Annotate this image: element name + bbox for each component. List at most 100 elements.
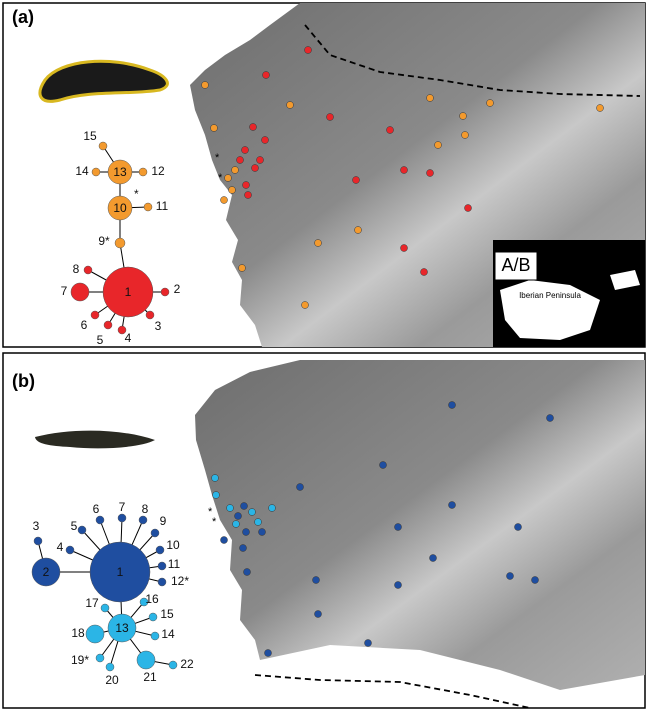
haplotype-node bbox=[86, 625, 104, 643]
sample-site bbox=[507, 573, 514, 580]
haplotype-node bbox=[144, 203, 152, 211]
sample-site bbox=[244, 569, 251, 576]
haplotype-label: 8 bbox=[73, 262, 80, 276]
haplotype-node bbox=[158, 562, 166, 570]
haplotype-node bbox=[139, 516, 147, 524]
haplotype-label: 11 bbox=[168, 557, 181, 571]
sample-site bbox=[212, 475, 219, 482]
haplotype-label: 17 bbox=[85, 596, 99, 610]
haplotype-node bbox=[34, 537, 42, 545]
sample-site bbox=[460, 113, 467, 120]
map-asterisk: * bbox=[212, 516, 217, 528]
sample-site bbox=[249, 509, 256, 516]
haplotype-node bbox=[78, 526, 86, 534]
haplotype-node bbox=[92, 168, 100, 176]
sample-site bbox=[227, 505, 234, 512]
haplotype-label: 2 bbox=[174, 282, 181, 296]
sample-site bbox=[243, 182, 250, 189]
haplotype-label: 15 bbox=[83, 129, 97, 143]
sample-site bbox=[401, 245, 408, 252]
sample-site bbox=[380, 462, 387, 469]
haplotype-label: 1 bbox=[117, 565, 124, 579]
sample-site bbox=[305, 47, 312, 54]
sample-site bbox=[465, 205, 472, 212]
haplotype-label: 18 bbox=[71, 626, 85, 640]
map-asterisk: * bbox=[218, 172, 223, 184]
haplotype-label: 2 bbox=[43, 565, 50, 579]
panel-label: (a) bbox=[12, 7, 34, 27]
figure: A/B Iberian Peninsula (a)123456789*10111… bbox=[0, 0, 648, 712]
haplotype-label: 3 bbox=[33, 519, 40, 533]
haplotype-label: 6 bbox=[81, 318, 88, 332]
haplotype-node bbox=[149, 613, 157, 621]
sample-site bbox=[327, 114, 334, 121]
haplotype-label: 19* bbox=[71, 653, 89, 667]
network-note: * bbox=[134, 187, 139, 201]
haplotype-node bbox=[84, 266, 92, 274]
haplotype-node bbox=[96, 516, 104, 524]
haplotype-label: 12* bbox=[171, 574, 189, 588]
panel-label: (b) bbox=[12, 371, 35, 391]
inset-region: Iberian Peninsula bbox=[519, 291, 581, 300]
haplotype-label: 7 bbox=[61, 284, 68, 298]
sample-site bbox=[449, 502, 456, 509]
map-asterisk: * bbox=[215, 152, 220, 164]
haplotype-node bbox=[118, 514, 126, 522]
sample-site bbox=[395, 582, 402, 589]
haplotype-node bbox=[137, 651, 155, 669]
sample-site bbox=[313, 577, 320, 584]
haplotype-node bbox=[66, 546, 74, 554]
sample-site bbox=[241, 503, 248, 510]
haplotype-node bbox=[139, 168, 147, 176]
sample-site bbox=[213, 492, 220, 499]
sample-site bbox=[225, 175, 232, 182]
haplotype-label: 7 bbox=[119, 500, 126, 514]
sample-site bbox=[395, 524, 402, 531]
haplotype-node bbox=[161, 288, 169, 296]
sample-site bbox=[259, 529, 266, 536]
haplotype-node bbox=[96, 654, 104, 662]
haplotype-label: 14 bbox=[75, 164, 89, 178]
sample-site bbox=[240, 545, 247, 552]
sample-site bbox=[515, 524, 522, 531]
sample-site bbox=[427, 95, 434, 102]
sample-site bbox=[547, 415, 554, 422]
sample-site bbox=[243, 529, 250, 536]
sample-site bbox=[235, 513, 242, 520]
sample-site bbox=[211, 125, 218, 132]
haplotype-label: 20 bbox=[105, 673, 119, 687]
sample-site bbox=[355, 227, 362, 234]
inset-label: A/B bbox=[501, 255, 530, 275]
sample-site bbox=[269, 505, 276, 512]
sample-site bbox=[265, 650, 272, 657]
sample-site bbox=[262, 137, 269, 144]
haplotype-node bbox=[106, 663, 114, 671]
haplotype-label: 1 bbox=[125, 285, 132, 299]
haplotype-node bbox=[101, 604, 109, 612]
haplotype-label: 4 bbox=[125, 331, 132, 345]
haplotype-label: 16 bbox=[145, 592, 159, 606]
haplotype-label: 9 bbox=[160, 514, 167, 528]
sample-site bbox=[315, 611, 322, 618]
sample-site bbox=[353, 177, 360, 184]
sample-site bbox=[239, 265, 246, 272]
haplotype-label: 13 bbox=[115, 621, 129, 635]
sample-site bbox=[365, 640, 372, 647]
haplotype-node bbox=[156, 546, 164, 554]
haplotype-label: 4 bbox=[57, 540, 64, 554]
sample-site bbox=[232, 167, 239, 174]
sample-site bbox=[245, 192, 252, 199]
sample-site bbox=[462, 132, 469, 139]
sample-site bbox=[435, 142, 442, 149]
sample-site bbox=[255, 519, 262, 526]
sample-site bbox=[430, 555, 437, 562]
sample-site bbox=[233, 521, 240, 528]
sample-site bbox=[387, 127, 394, 134]
map-relief bbox=[195, 360, 645, 690]
sample-site bbox=[532, 577, 539, 584]
haplotype-label: 3 bbox=[155, 319, 162, 333]
sample-site bbox=[250, 124, 257, 131]
haplotype-node bbox=[104, 321, 112, 329]
range-boundary bbox=[255, 675, 530, 708]
salamander-photo bbox=[40, 61, 167, 101]
